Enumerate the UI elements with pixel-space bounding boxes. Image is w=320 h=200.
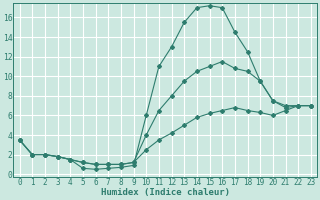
X-axis label: Humidex (Indice chaleur): Humidex (Indice chaleur): [101, 188, 230, 197]
